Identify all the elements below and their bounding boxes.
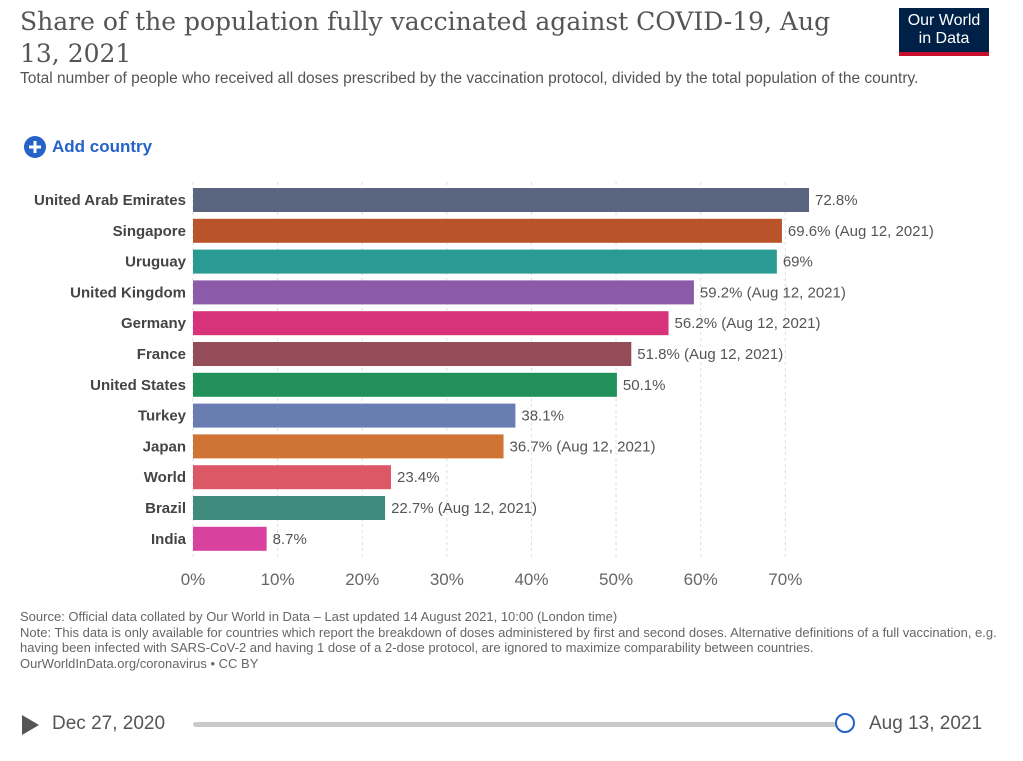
category-label: Japan: [143, 438, 186, 455]
bar[interactable]: [193, 218, 782, 243]
value-label: 59.2% (Aug 12, 2021): [700, 284, 846, 301]
bar[interactable]: [193, 403, 516, 428]
chart-title: Share of the population fully vaccinated…: [20, 7, 831, 68]
value-label: 72.8%: [815, 192, 858, 209]
category-label: Uruguay: [125, 254, 187, 271]
timeline-start-date: Dec 27, 2020: [52, 713, 166, 734]
plus-circle-icon: [24, 136, 46, 158]
chart-subtitle: Total number of people who received all …: [20, 70, 919, 87]
bar[interactable]: [193, 372, 617, 397]
x-tick-label: 50%: [599, 570, 633, 589]
bar[interactable]: [193, 465, 391, 490]
add-country-label: Add country: [52, 137, 153, 156]
source-link[interactable]: OurWorldInData.org/coronavirus • CC BY: [20, 655, 259, 671]
logo-line-2: in Data: [918, 30, 970, 47]
x-tick-label: 10%: [261, 570, 295, 589]
category-label: Brazil: [145, 500, 186, 517]
play-icon[interactable]: [22, 715, 39, 735]
value-label: 50.1%: [623, 377, 666, 394]
value-label: 8.7%: [273, 531, 307, 548]
bar[interactable]: [193, 311, 669, 336]
category-label: Turkey: [138, 408, 187, 425]
timeline-track[interactable]: [193, 722, 843, 727]
bar[interactable]: [193, 496, 386, 520]
value-label: 23.4%: [397, 469, 440, 486]
x-tick-label: 70%: [768, 570, 802, 589]
timeline-end-date: Aug 13, 2021: [869, 713, 983, 734]
bar[interactable]: [193, 434, 504, 459]
value-label: 38.1%: [521, 408, 564, 425]
bar[interactable]: [193, 280, 694, 305]
bar[interactable]: [193, 342, 632, 366]
value-label: 36.7% (Aug 12, 2021): [510, 438, 656, 455]
category-label: France: [137, 346, 186, 363]
x-tick-label: 0%: [181, 570, 206, 589]
value-label: 69.6% (Aug 12, 2021): [788, 223, 934, 240]
category-label: Singapore: [113, 223, 186, 240]
category-label: India: [151, 531, 187, 548]
owid-logo[interactable]: Our World in Data: [899, 8, 989, 56]
value-label: 69%: [783, 254, 813, 271]
timeline: Dec 27, 2020 Aug 13, 2021: [0, 704, 1023, 744]
category-label: United Kingdom: [70, 284, 186, 301]
category-label: Germany: [121, 315, 187, 332]
logo-line-1: Our World: [907, 12, 981, 29]
category-label: United Arab Emirates: [34, 192, 186, 209]
value-label: 56.2% (Aug 12, 2021): [675, 315, 821, 332]
category-label: United States: [90, 377, 186, 394]
chart-footer: Source: Official data collated by Our Wo…: [20, 609, 1000, 671]
x-tick-label: 30%: [430, 570, 464, 589]
bar[interactable]: [193, 526, 267, 551]
x-tick-label: 60%: [684, 570, 718, 589]
add-country-button[interactable]: Add country: [24, 136, 152, 158]
bar[interactable]: [193, 188, 809, 212]
bar[interactable]: [193, 249, 777, 274]
value-label: 22.7% (Aug 12, 2021): [391, 500, 537, 517]
value-label: 51.8% (Aug 12, 2021): [637, 346, 783, 363]
x-tick-label: 40%: [514, 570, 548, 589]
x-tick-label: 20%: [345, 570, 379, 589]
note-text: Note: This data is only available for co…: [20, 624, 997, 656]
timeline-handle[interactable]: [835, 713, 855, 733]
category-label: World: [144, 469, 186, 486]
bar-chart: 0% 10% 20% 30% 40% 50% 60% 70% United Arab Emira…: [34, 182, 934, 589]
source-text: Source: Official data collated by Our Wo…: [20, 609, 618, 624]
